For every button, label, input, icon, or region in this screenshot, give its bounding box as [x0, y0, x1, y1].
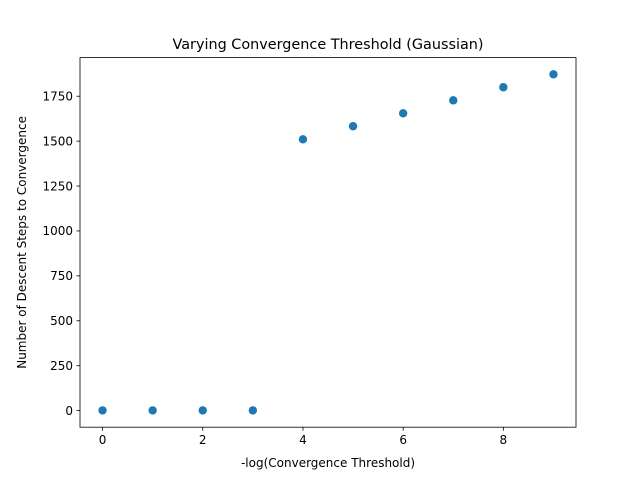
data-point — [398, 109, 408, 118]
plot-area — [80, 57, 576, 428]
y-axis-label: Number of Descent Steps to Convergence — [15, 116, 29, 369]
x-tick-label: 0 — [99, 433, 107, 447]
data-point — [198, 406, 207, 415]
data-point — [499, 83, 508, 92]
y-tick-label: 750 — [50, 269, 73, 283]
y-axis-ticks: 0 250 500 750 1000 1250 1500 1750 — [42, 90, 80, 418]
y-tick-label: 0 — [65, 404, 73, 418]
y-tick-label: 1500 — [42, 134, 73, 148]
data-point — [148, 406, 157, 415]
x-axis-ticks: 0 2 4 6 8 — [99, 427, 507, 447]
y-tick-label: 500 — [50, 314, 73, 328]
axes-frame — [79, 57, 577, 428]
x-tick-label: 2 — [199, 433, 207, 447]
data-point — [248, 406, 258, 415]
chart-title: Varying Convergence Threshold (Gaussian) — [172, 37, 483, 53]
y-tick-label: 1000 — [42, 224, 73, 238]
data-point — [549, 70, 558, 79]
x-tick-label: 6 — [399, 433, 407, 447]
y-tick-label: 1750 — [42, 90, 73, 104]
x-tick-label: 8 — [500, 433, 508, 447]
y-tick-label: 250 — [50, 359, 73, 373]
data-point — [298, 135, 308, 144]
y-tick-label: 1250 — [42, 179, 73, 193]
data-points — [98, 70, 558, 415]
data-point — [348, 122, 358, 131]
data-point — [449, 96, 458, 105]
x-tick-label: 4 — [299, 433, 307, 447]
data-point — [98, 406, 107, 415]
x-axis-label: -log(Convergence Threshold) — [241, 456, 415, 470]
